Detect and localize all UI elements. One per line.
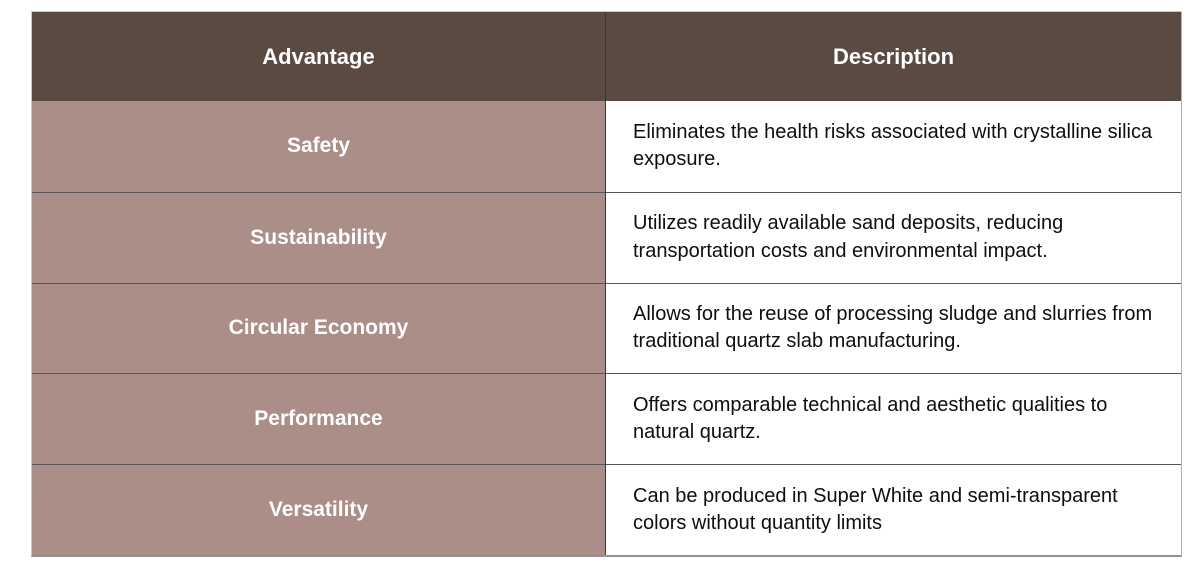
description-text: Offers comparable technical and aestheti… <box>633 393 1108 444</box>
advantage-label: Safety <box>286 134 351 158</box>
table-row-circular-economy-description-cell: Allows for the reuse of processing sludg… <box>606 282 1181 374</box>
column-header-description-label: Description <box>832 43 955 69</box>
advantages-table: Advantage Description Safety Eliminates … <box>31 11 1182 557</box>
table-row-circular-economy-advantage-cell: Circular Economy <box>32 282 606 374</box>
table-row-performance-description-cell: Offers comparable technical and aestheti… <box>606 373 1181 465</box>
advantage-label: Performance <box>254 407 383 431</box>
table-row-safety-description-cell: Eliminates the health risks associated w… <box>606 101 1181 192</box>
table-row-performance-advantage-cell: Performance <box>32 373 606 465</box>
advantage-label: Versatility <box>268 498 369 522</box>
advantage-label: Circular Economy <box>228 316 409 340</box>
column-header-advantage: Advantage <box>32 12 606 101</box>
advantage-label: Sustainability <box>250 225 387 249</box>
table-row-versatility-advantage-cell: Versatility <box>32 464 606 555</box>
description-text: Can be produced in Super White and semi-… <box>633 484 1118 535</box>
description-text: Utilizes readily available sand deposits… <box>633 212 1064 262</box>
description-text: Allows for the reuse of processing sludg… <box>633 302 1153 353</box>
description-text: Eliminates the health risks associated w… <box>633 120 1153 171</box>
column-header-advantage-label: Advantage <box>262 43 375 69</box>
table-row-safety-advantage-cell: Safety <box>32 101 606 192</box>
table-row-versatility-description-cell: Can be produced in Super White and semi-… <box>606 464 1181 555</box>
column-header-description: Description <box>606 12 1181 101</box>
table-row-sustainability-description-cell: Utilizes readily available sand deposits… <box>606 191 1181 283</box>
table-row-sustainability-advantage-cell: Sustainability <box>32 191 606 283</box>
